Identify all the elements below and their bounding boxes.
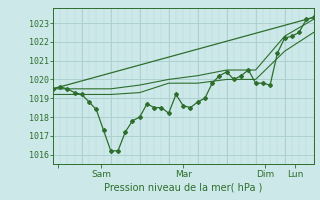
X-axis label: Pression niveau de la mer( hPa ): Pression niveau de la mer( hPa ) xyxy=(104,183,262,193)
